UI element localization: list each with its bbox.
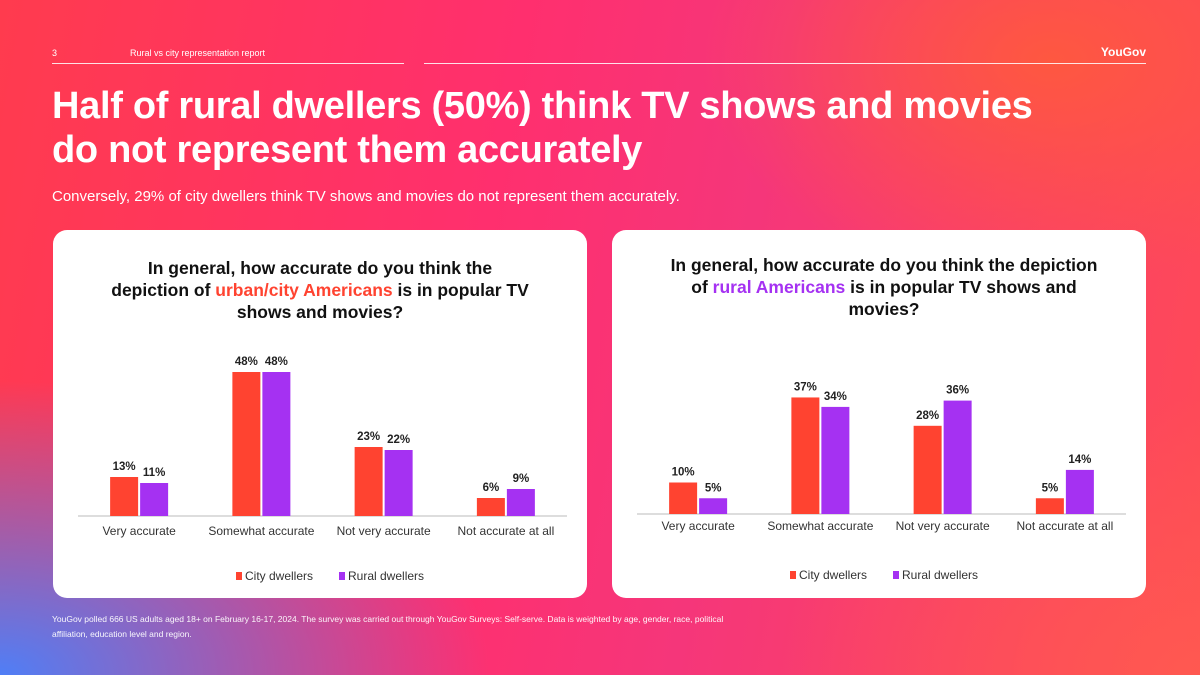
bar-city-4 [1035,498,1064,514]
chart-card-rural: In general, how accurate do you think th… [612,230,1146,598]
data-label-city-4: 6% [483,482,500,494]
chart-title-rural-pre: In general, how accurate do you think th… [670,255,1098,297]
category-label-2: Somewhat accurate [208,524,314,538]
chart-rural: 10% 5% Very accurate 37% 34% Somewhat accurat… [637,381,1126,582]
category-label-1: Very accurate [102,524,176,538]
bar-city-2 [232,372,261,516]
report-title: Rural vs city representation report [130,48,266,58]
bar-rural-1 [699,498,728,514]
legend-swatch-city [790,571,796,579]
data-label-rural-1: 11% [143,467,165,479]
bar-city-1 [669,482,698,514]
legend-swatch-rural [893,571,899,579]
data-label-city-2: 48% [235,356,258,368]
data-label-rural-3: 36% [946,385,969,397]
data-label-rural-2: 34% [824,391,847,403]
data-label-rural-4: 9% [513,473,530,485]
bar-city-4 [476,498,505,516]
category-label-4: Not accurate at all [1017,519,1114,533]
chart-title-city-pre: In general, how accurate do you think th… [111,258,493,300]
data-label-rural-4: 14% [1068,454,1091,466]
bar-rural-1 [140,483,169,516]
yougov-logo: YouGov [1100,45,1146,59]
bar-rural-3 [384,450,413,516]
data-label-rural-1: 5% [705,482,722,494]
bar-rural-2 [821,406,850,514]
category-label-4: Not accurate at all [458,524,555,538]
bar-rural-2 [262,372,291,516]
legend-label-city: City dwellers [245,569,313,583]
header-divider-left [52,63,404,64]
data-label-city-3: 28% [916,410,939,422]
legend-label-city: City dwellers [799,568,867,582]
data-label-rural-3: 22% [387,434,410,446]
chart-title-rural: In general, how accurate do you think th… [664,254,1104,320]
data-label-city-3: 23% [357,431,380,443]
legend-swatch-rural [339,572,345,580]
page-subtitle: Conversely, 29% of city dwellers think T… [52,188,680,205]
page-number: 3 [52,48,58,58]
bar-city-3 [354,447,383,516]
top-bar: 3 Rural vs city representation report Yo… [52,45,1146,68]
chart-title-city-highlight: urban/city Americans [215,280,393,300]
category-label-2: Somewhat accurate [767,519,873,533]
chart-title-rural-post: is in popular TV shows and movies? [845,277,1077,319]
bar-rural-3 [943,400,972,514]
category-label-3: Not very accurate [337,524,431,538]
legend-label-rural: Rural dwellers [348,569,424,583]
legend-swatch-city [236,572,242,580]
bar-rural-4 [1065,469,1094,514]
data-label-city-4: 5% [1042,482,1059,494]
bar-city-1 [110,477,139,516]
chart-title-rural-highlight: rural Americans [712,277,846,297]
bar-city-2 [791,397,820,514]
chart-card-city: In general, how accurate do you think th… [53,230,587,598]
methodology-footnote: YouGov polled 666 US adults aged 18+ on … [52,614,724,639]
chart-city: 13% 11% Very accurate 48% 48% Somewhat accura… [78,356,567,583]
header-divider-right [424,63,1146,64]
category-label-3: Not very accurate [896,519,990,533]
data-label-city-1: 13% [113,461,136,473]
data-label-rural-2: 48% [265,356,288,368]
data-label-city-2: 37% [794,381,817,393]
bar-city-3 [913,425,942,514]
data-label-city-1: 10% [672,467,695,479]
chart-title-city: In general, how accurate do you think th… [110,257,530,323]
page-headline: Half of rural dwellers (50%) think TV sh… [52,85,1033,171]
category-label-1: Very accurate [661,519,735,533]
bar-rural-4 [506,489,535,516]
legend-label-rural: Rural dwellers [902,568,978,582]
chart-title-city-post: is in popular TV shows and movies? [236,280,529,322]
